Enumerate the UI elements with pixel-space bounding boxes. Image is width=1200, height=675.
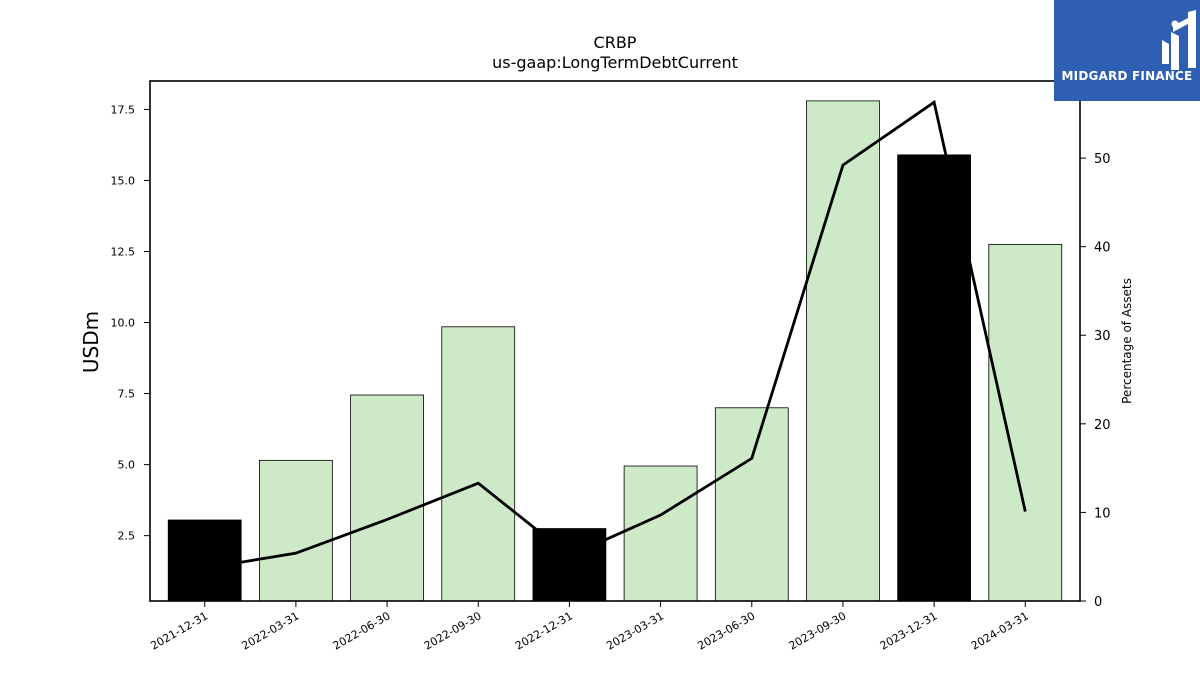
y-tick-label: 17.5 — [111, 103, 136, 116]
x-tick-label: 2021-12-31 — [148, 609, 210, 652]
bar-2022-06-30 — [350, 394, 424, 602]
y2-tick-label: 40 — [1094, 241, 1111, 256]
bars — [167, 100, 1063, 602]
bar-2024-03-31 — [988, 243, 1063, 602]
y-tick-label: 15.0 — [111, 174, 136, 187]
logo-text: MIDGARD FINANCE — [1061, 69, 1193, 83]
y-tick-label: 5.0 — [118, 459, 136, 472]
plot-frame — [149, 80, 1081, 602]
y-tick-label: 7.5 — [118, 388, 136, 401]
y-tick-label: 12.5 — [111, 245, 136, 258]
y-tick-label: 2.5 — [118, 530, 136, 543]
x-tick-label: 2024-03-31 — [969, 609, 1031, 652]
x-tick-label: 2023-03-31 — [604, 609, 666, 652]
x-tick-label: 2022-06-30 — [331, 609, 393, 652]
bar-2023-09-30 — [806, 100, 880, 602]
y2-tick-label: 10 — [1094, 506, 1111, 521]
y2-axis-label: Percentage of Assets — [1120, 278, 1134, 404]
bar-2021-12-31 — [167, 519, 242, 602]
y2-tick-label: 30 — [1094, 329, 1111, 344]
x-tick-label: 2023-12-31 — [878, 609, 940, 652]
x-tick-label: 2022-03-31 — [240, 609, 302, 652]
percentage-line — [204, 99, 1027, 570]
y-axis-label: USDm — [79, 311, 103, 373]
chart-subtitle: us-gaap:LongTermDebtCurrent — [492, 53, 738, 72]
bar-2023-03-31 — [623, 465, 698, 602]
logo-mark-icon — [1162, 10, 1196, 70]
bar-2022-12-31 — [532, 528, 607, 602]
y-tick-label: 10.0 — [111, 317, 136, 330]
x-tick-label: 2022-09-30 — [422, 609, 484, 652]
bar-2022-09-30 — [441, 326, 516, 602]
bar-2023-12-31 — [897, 154, 971, 602]
x-tick-label: 2023-09-30 — [787, 609, 849, 652]
percentage-line-layer — [204, 99, 1027, 570]
x-tick-label: 2022-12-31 — [513, 609, 575, 652]
brand-logo: MIDGARD FINANCE — [1054, 0, 1200, 101]
x-tick-label: 2023-06-30 — [695, 609, 757, 652]
y2-tick-label: 50 — [1094, 152, 1111, 167]
bar-2023-06-30 — [714, 407, 789, 602]
y2-tick-label: 20 — [1094, 418, 1111, 433]
bar-2022-03-31 — [259, 459, 333, 602]
chart-title: CRBP — [594, 33, 637, 52]
y2-tick-label: 0 — [1094, 595, 1102, 610]
